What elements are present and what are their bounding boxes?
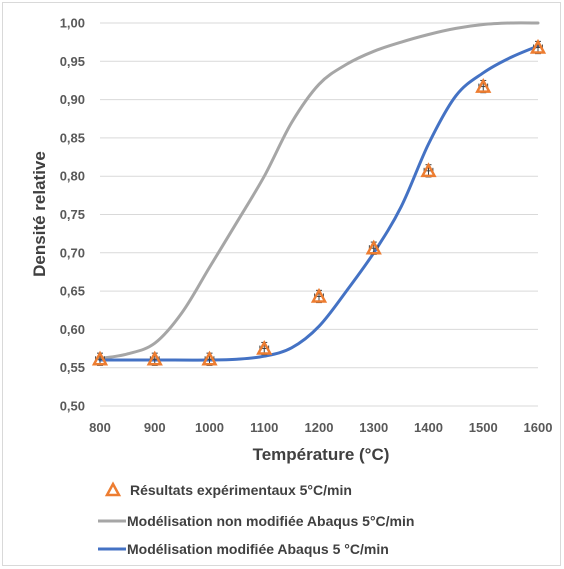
triangle-marker [420, 162, 437, 178]
legend-label: Modélisation modifiée Abaqus 5 °C/min [127, 541, 389, 557]
x-tick-label: 1600 [524, 420, 553, 435]
y-tick-label: 0,85 [60, 130, 85, 145]
x-tick-label: 1200 [305, 420, 334, 435]
triangle-marker [146, 350, 163, 366]
x-tick-label: 1100 [250, 420, 278, 435]
legend-label: Modélisation non modifiée Abaqus 5°C/min [127, 513, 414, 529]
data-point [256, 339, 273, 356]
y-tick-label: 0,50 [60, 399, 85, 414]
triangle-marker [529, 38, 547, 54]
legend-item-3: Modélisation modifiée Abaqus 5 °C/min [98, 541, 389, 557]
data-point [365, 239, 382, 255]
legend-label: Résultats expérimentaux 5°C/min [130, 482, 352, 498]
y-tick-label: 0,55 [60, 360, 85, 375]
x-tick-label: 1400 [414, 420, 443, 435]
x-tick-label: 1300 [359, 420, 388, 435]
data-point [91, 350, 109, 366]
triangle-marker [475, 77, 492, 93]
triangle-marker [201, 350, 218, 366]
series-line-2 [98, 44, 540, 362]
triangle-marker [310, 287, 328, 303]
y-axis-title: Densité relative [30, 151, 49, 277]
data-point [475, 77, 492, 94]
x-tick-label: 900 [144, 420, 166, 435]
data-point [420, 162, 437, 178]
x-tick-label: 800 [89, 420, 111, 435]
data-point [529, 38, 547, 55]
triangle-marker [91, 350, 109, 366]
y-tick-label: 0,70 [60, 245, 85, 260]
y-tick-label: 0,95 [60, 54, 85, 69]
y-tick-label: 1,00 [60, 16, 85, 31]
y-tick-label: 0,80 [60, 169, 85, 184]
data-point [201, 350, 218, 366]
data-point [146, 350, 163, 366]
legend-item-1: Résultats expérimentaux 5°C/min [104, 481, 352, 498]
y-tick-label: 0,75 [60, 207, 85, 222]
legend-item-2: Modélisation non modifiée Abaqus 5°C/min [98, 513, 414, 529]
triangle-marker [256, 339, 273, 355]
legend-triangle-icon [104, 481, 122, 497]
x-axis-title: Température (°C) [253, 445, 390, 464]
triangle-marker [365, 239, 382, 255]
x-tick-label: 1500 [469, 420, 498, 435]
y-tick-label: 0,65 [60, 284, 85, 299]
y-tick-label: 0,90 [60, 92, 85, 107]
data-point [310, 287, 328, 304]
x-tick-label: 1000 [195, 420, 224, 435]
series-line-1 [98, 21, 540, 360]
y-tick-label: 0,60 [60, 322, 85, 337]
